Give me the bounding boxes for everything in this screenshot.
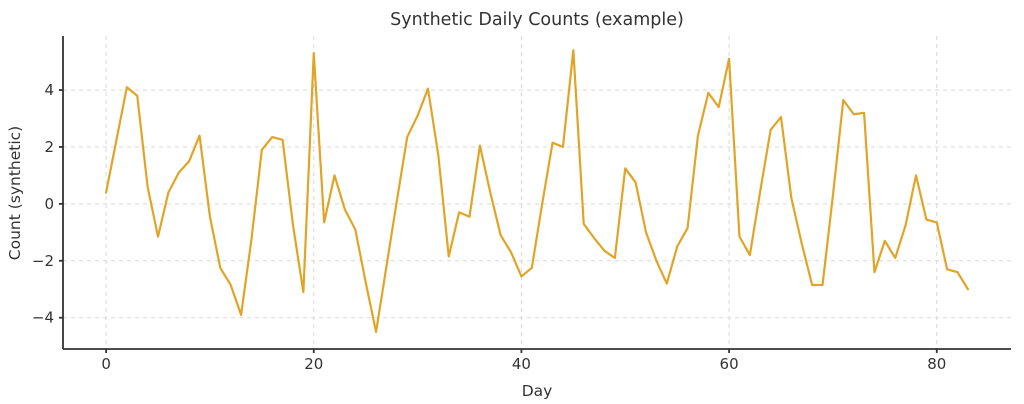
- y-tick-label: 2: [44, 138, 54, 156]
- data-line: [104, 49, 970, 334]
- x-tick-label: 0: [101, 355, 111, 373]
- y-tick-label: −2: [32, 252, 54, 270]
- x-tick-label: 60: [720, 355, 739, 373]
- tick-layer: 0 20 40 60 80 −4 −2 0 2 4: [32, 81, 946, 373]
- axis-spines: [62, 36, 1011, 350]
- x-tick-label: 20: [304, 355, 323, 373]
- y-tick-label: −4: [32, 309, 54, 327]
- y-axis-label: Count (synthetic): [6, 126, 24, 260]
- x-tick-label: 40: [512, 355, 531, 373]
- y-tick-label: 0: [44, 195, 54, 213]
- x-tick-label: 80: [927, 355, 946, 373]
- grid-layer: [63, 36, 1011, 349]
- series-layer: [104, 49, 970, 334]
- x-axis-label: Day: [522, 382, 553, 400]
- chart-title: Synthetic Daily Counts (example): [390, 10, 684, 30]
- y-tick-label: 4: [44, 81, 54, 99]
